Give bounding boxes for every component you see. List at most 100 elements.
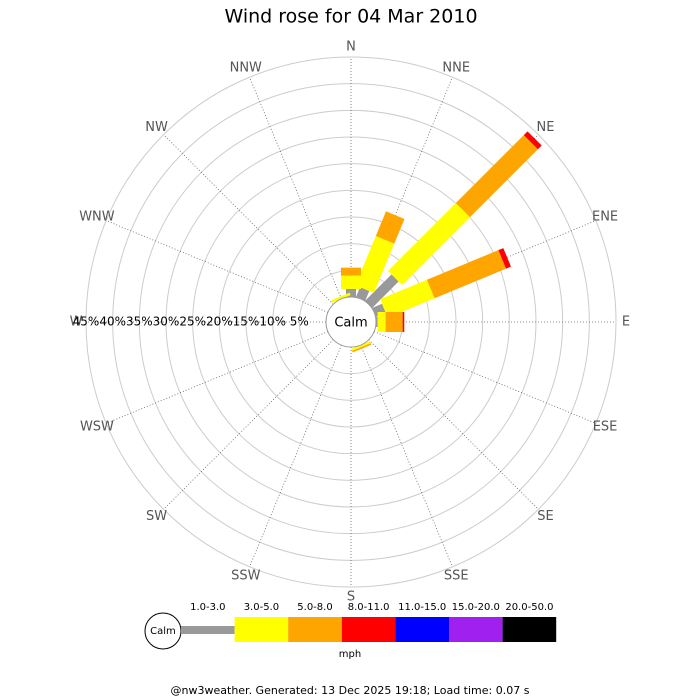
bar-group	[346, 289, 356, 297]
direction-label: SSW	[231, 569, 261, 584]
grid-ring	[218, 189, 484, 455]
r-tick-label: 10%	[259, 315, 286, 329]
spoke	[106, 220, 329, 313]
spoke	[249, 77, 342, 300]
bar-segment	[355, 235, 395, 293]
legend-label: 20.0-50.0	[505, 602, 553, 613]
chart-title: Wind rose for 04 Mar 2010	[224, 6, 477, 28]
bar-group	[351, 341, 371, 351]
grid-ring	[245, 216, 457, 428]
spoke	[249, 344, 342, 567]
bar-segment	[376, 317, 378, 327]
bar-group	[341, 267, 361, 276]
unit-label: mph	[339, 649, 361, 660]
legend-label: 1.0-3.0	[190, 602, 225, 613]
bar-segment	[346, 289, 356, 297]
legend-swatch	[395, 617, 449, 642]
grid-ring	[192, 163, 510, 481]
bar-segment	[380, 279, 435, 318]
legend-calm-label: Calm	[150, 626, 176, 637]
bar-segment	[341, 267, 361, 276]
spoke	[163, 339, 334, 510]
bar-segment	[352, 343, 372, 353]
bar-segment	[351, 341, 371, 351]
bar-group	[402, 312, 405, 332]
bar-segment	[523, 131, 542, 150]
bar-group	[498, 248, 511, 269]
legend-swatch	[288, 617, 342, 642]
bar-group	[455, 135, 538, 218]
legend-swatch	[181, 626, 235, 634]
direction-label: WSW	[80, 420, 114, 435]
r-tick-label: 15%	[233, 315, 260, 329]
direction-label: NE	[536, 120, 554, 135]
bar-group	[376, 317, 378, 327]
spoke	[163, 134, 334, 305]
spoke	[368, 339, 539, 510]
grid-ring	[85, 56, 617, 588]
bar-group	[523, 131, 542, 150]
bar-segment	[455, 135, 538, 218]
bar-group	[426, 250, 507, 299]
calm-label: Calm	[334, 316, 367, 331]
r-tick-label: 45%	[73, 315, 100, 329]
legend-label: 3.0-5.0	[244, 602, 279, 613]
legend-swatch	[502, 617, 557, 642]
direction-label: NW	[145, 120, 168, 135]
legend-label: 8.0-11.0	[348, 602, 390, 613]
bar-group	[377, 312, 386, 332]
direction-label: SSE	[444, 569, 469, 584]
legend-swatch	[449, 617, 503, 642]
bar-group	[331, 292, 351, 303]
direction-label: NNE	[442, 60, 470, 75]
r-tick-label: 25%	[179, 315, 206, 329]
bar-segment	[377, 312, 386, 332]
bar-group	[355, 235, 395, 293]
legend-label: 5.0-8.0	[297, 602, 332, 613]
direction-label: W	[70, 315, 83, 330]
direction-label: NNW	[230, 60, 262, 75]
direction-label: SE	[537, 509, 553, 524]
legend-swatch	[341, 617, 396, 642]
direction-label: N	[346, 40, 356, 55]
bar-group	[375, 211, 405, 244]
bar-group	[385, 312, 403, 332]
bar-group	[352, 343, 372, 353]
bar-group	[355, 287, 370, 301]
r-tick-label: 5%	[290, 315, 309, 329]
grid-ring	[272, 243, 430, 401]
bar-segment	[341, 275, 361, 289]
direction-label: SW	[146, 509, 167, 524]
legend-label: 11.0-15.0	[398, 602, 446, 613]
direction-label: ENE	[592, 209, 618, 224]
bar-segment	[355, 287, 370, 301]
bar-segment	[385, 312, 403, 332]
spoke	[373, 331, 596, 424]
bar-segment	[331, 292, 351, 303]
bar-segment	[365, 274, 399, 308]
bar-segment	[402, 312, 405, 332]
spoke	[106, 331, 329, 424]
r-tick-label: 40%	[99, 315, 126, 329]
direction-label: WNW	[79, 209, 115, 224]
r-tick-label: 35%	[126, 315, 153, 329]
r-tick-label: 30%	[153, 315, 180, 329]
bar-segment	[388, 202, 471, 285]
footer: @nw3weather. Generated: 13 Dec 2025 19:1…	[171, 684, 530, 697]
r-tick-label: 20%	[206, 315, 233, 329]
legend-swatch	[234, 617, 289, 642]
bar-segment	[375, 211, 405, 244]
bar-segment	[426, 250, 507, 299]
bar-group	[380, 279, 435, 318]
bar-group	[388, 202, 471, 285]
direction-label: ESE	[593, 420, 618, 435]
bar-segment	[498, 248, 511, 269]
bar-group	[341, 275, 361, 289]
legend-label: 15.0-20.0	[452, 602, 500, 613]
spoke	[360, 344, 453, 567]
calm-circle	[325, 296, 377, 348]
bar-group	[365, 274, 399, 308]
direction-label: S	[347, 590, 355, 605]
